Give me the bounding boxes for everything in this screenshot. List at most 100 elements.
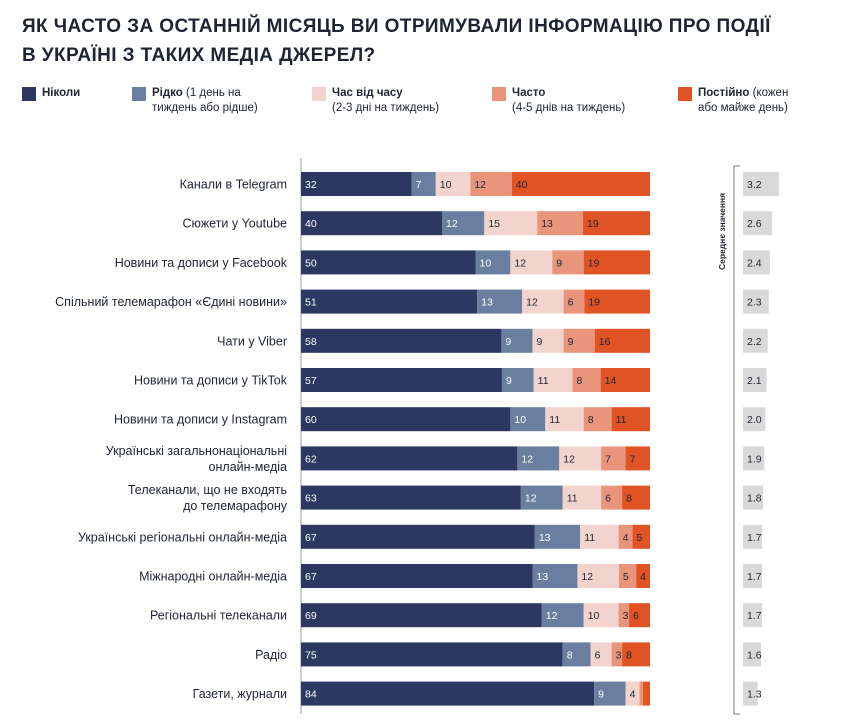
- bar-value-label: 50: [305, 257, 317, 269]
- bar-segment: [636, 564, 650, 588]
- bar-segment: [532, 564, 578, 588]
- bar-value-label: 6: [595, 649, 601, 661]
- chart-title-line-2: В УКРАЇНІ З ТАКИХ МЕДІА ДЖЕРЕЛ?: [22, 45, 376, 66]
- bar-segment: [475, 250, 511, 275]
- legend-label: Постійно: [698, 87, 750, 99]
- bar-segment: [618, 524, 633, 549]
- bar-value-label: 5: [637, 532, 643, 544]
- bar-segment: [501, 328, 533, 353]
- mean-bar: [743, 603, 763, 628]
- bar-segment: [520, 485, 563, 510]
- bar-value-label: 6: [633, 610, 639, 622]
- bar-segment: [501, 368, 534, 392]
- bar-value-label: 10: [588, 610, 600, 622]
- bar-value-label: 12: [514, 257, 526, 269]
- category-label: Українські загальнонаціональні онлайн-мед…: [106, 444, 287, 474]
- mean-bar: [743, 681, 758, 706]
- legend-item-often: Часто (4-5 днів на тиждень): [492, 86, 625, 116]
- bar-value-label: 10: [440, 179, 452, 191]
- bar-segment: [583, 603, 619, 628]
- category-label: Новини та дописи у Facebook: [115, 256, 288, 270]
- mean-value-label: 2.4: [747, 257, 762, 269]
- bar-segment: [301, 368, 502, 392]
- legend-desc-2: (2-3 дні на тиждень): [332, 102, 440, 114]
- bar-segment: [301, 642, 563, 667]
- bar-segment: [301, 681, 595, 706]
- legend-desc: (кожен: [749, 87, 789, 99]
- legend-item-rarely: Рідко (1 день на тиждень або рідше): [132, 86, 258, 116]
- bar-value-label: 9: [505, 336, 511, 348]
- bar-value-label: 69: [305, 610, 317, 622]
- bar-segment: [601, 446, 626, 471]
- category-label: Новини та дописи у Instagram: [114, 413, 287, 427]
- legend: Ніколи Рідко (1 день на тиждень або рідше…: [22, 86, 842, 126]
- bar-value-label: 8: [588, 414, 594, 426]
- legend-desc-2: тиждень або рідше): [152, 102, 258, 114]
- bar-value-label: 32: [305, 179, 317, 191]
- bar-segment: [600, 368, 650, 392]
- bar-value-label: 19: [588, 297, 600, 309]
- mean-bar: [743, 328, 768, 353]
- bar-value-label: 12: [563, 453, 575, 465]
- bar-segment: [639, 681, 644, 706]
- mean-bracket: [733, 165, 740, 715]
- mean-bar: [743, 289, 769, 314]
- legend-swatch-constantly: [678, 87, 692, 101]
- bar-segment: [618, 564, 637, 588]
- bar-value-label: 15: [488, 218, 500, 230]
- bar-segment: [583, 407, 612, 432]
- bar-segment: [583, 250, 650, 275]
- bar-value-label: 67: [305, 571, 317, 583]
- mean-bar: [743, 250, 770, 275]
- mean-bar: [743, 407, 766, 432]
- category-label: Телеканали, що не входять до телемарафону: [128, 483, 288, 513]
- bar-value-label: 3: [616, 649, 622, 661]
- legend-label: Ніколи: [42, 87, 81, 99]
- bar-segment: [583, 211, 650, 236]
- bar-segment: [584, 289, 650, 314]
- mean-value-label: 2.3: [747, 297, 762, 309]
- category-label: Міжнародні онлайн-медіа: [139, 570, 287, 584]
- bar-segment: [625, 681, 640, 706]
- mean-value-label: 2.2: [747, 336, 762, 348]
- legend-swatch-often: [492, 87, 506, 101]
- legend-label: Час від часу: [332, 87, 403, 99]
- chart-title: ЯК ЧАСТО ЗА ОСТАННІЙ МІСЯЦЬ ВИ ОТРИМУВАЛ…: [22, 12, 842, 70]
- bar-value-label: 10: [514, 414, 526, 426]
- bar-value-label: 51: [305, 297, 317, 309]
- bar-value-label: 9: [537, 336, 543, 348]
- bar-segment: [594, 681, 626, 706]
- mean-bar: [743, 485, 764, 510]
- bar-value-label: 9: [556, 257, 562, 269]
- bar-value-label: 12: [525, 493, 537, 505]
- legend-label: Часто: [512, 87, 546, 99]
- mean-axis-title: Середнє значення: [717, 193, 727, 270]
- bar-segment: [517, 446, 560, 471]
- bar-value-label: 14: [605, 375, 617, 387]
- mean-value-label: 1.7: [747, 571, 762, 583]
- bar-value-label: 10: [480, 257, 492, 269]
- bar-value-label: 12: [521, 453, 533, 465]
- bar-segment: [534, 524, 581, 549]
- mean-value-label: 1.8: [747, 493, 762, 505]
- bar-segment: [301, 407, 511, 432]
- bar-value-label: 4: [630, 689, 636, 701]
- bar-segment: [301, 211, 443, 236]
- legend-swatch-never: [22, 87, 36, 101]
- mean-value-label: 1.7: [747, 532, 762, 544]
- bar-value-label: 62: [305, 453, 317, 465]
- bar-value-label: 8: [626, 649, 632, 661]
- category-label: Газети, журнали: [193, 687, 287, 701]
- bar-segment: [541, 603, 584, 628]
- bar-value-label: 11: [567, 493, 578, 505]
- bar-value-label: 60: [305, 414, 317, 426]
- category-label: Чати у Viber: [217, 334, 287, 348]
- bar-value-label: 6: [568, 297, 574, 309]
- bar-segment: [563, 289, 585, 314]
- bar-value-label: 5: [623, 571, 629, 583]
- bar-value-label: 12: [546, 610, 558, 622]
- bar-segment: [411, 172, 436, 196]
- bar-value-label: 84: [305, 689, 317, 701]
- mean-bar: [743, 211, 773, 236]
